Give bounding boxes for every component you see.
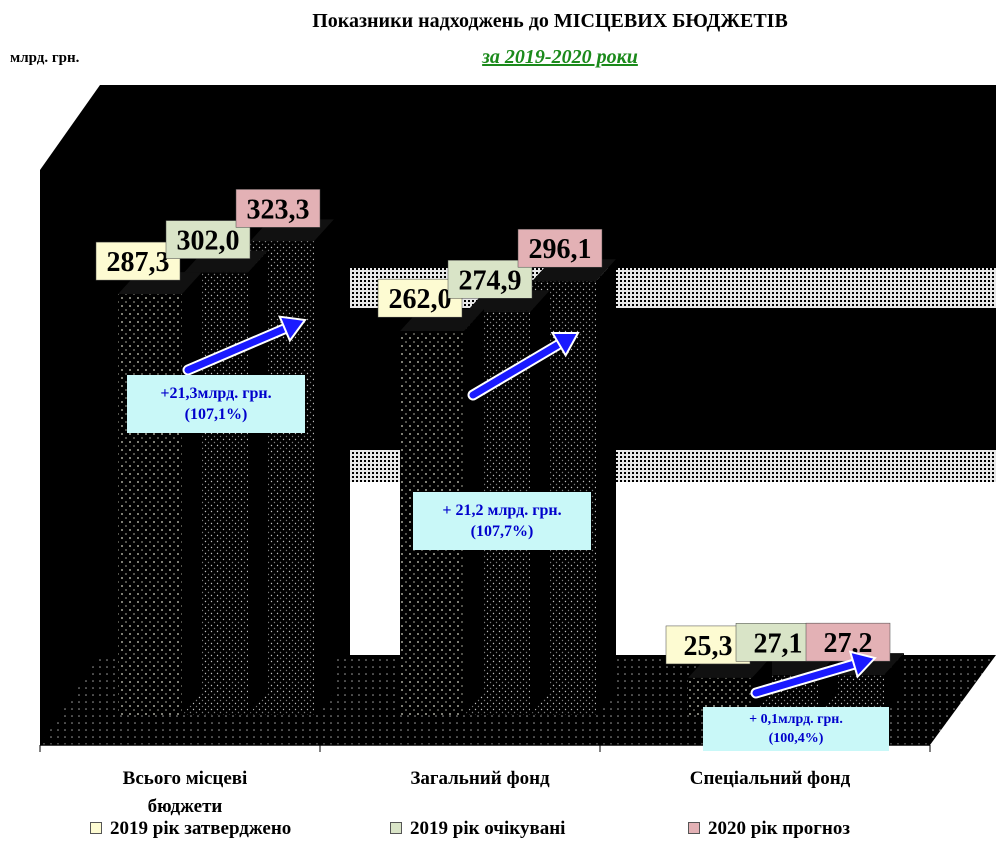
- annotation-1-percent: (107,7%): [470, 523, 534, 540]
- trend-arrow-2: [750, 650, 877, 699]
- bar-approved-0: [118, 272, 202, 715]
- data-label-text-forecast-1: 296,1: [529, 234, 592, 265]
- annotation-0-change: +21,3млрд. грн.: [160, 385, 272, 402]
- category-label-2: Спеціальний фонд: [620, 765, 920, 793]
- bar-face-approved-0: [118, 294, 182, 715]
- data-label-text-approved-2: 25,3: [684, 631, 733, 662]
- bar-side-approved-2: [752, 655, 772, 715]
- data-label-text-forecast-2: 27,2: [824, 628, 873, 659]
- bar-side-forecast-0: [314, 219, 334, 716]
- bar-side-expected-0: [248, 250, 268, 715]
- category-label-0-line-0: Всього місцеві: [122, 768, 248, 789]
- legend-swatch-approved: [90, 821, 102, 834]
- annotation-2-change: + 0,1млрд. грн.: [749, 712, 843, 727]
- data-label-expected-0: 302,0: [165, 220, 251, 259]
- data-label-box-forecast-2: [805, 622, 891, 662]
- data-label-text-expected-0: 302,0: [177, 226, 240, 257]
- chart-subtitle: за 2019-2020 роки: [482, 46, 638, 68]
- category-label-1-line-0: Загальний фонд: [410, 768, 550, 789]
- legend-item-forecast: 2020 рік прогноз: [688, 818, 850, 840]
- data-label-text-approved-1: 262,0: [389, 284, 452, 315]
- data-label-text-approved-0: 287,3: [107, 247, 170, 278]
- data-label-box-expected-0: [165, 220, 251, 259]
- trend-arrow-0: [182, 315, 307, 376]
- annotation-0-percent: (107,1%): [184, 406, 248, 423]
- trend-arrows-group: [182, 315, 877, 699]
- data-label-forecast-2: 27,2: [805, 622, 891, 662]
- legend-item-approved: 2019 рік затверджено: [90, 818, 291, 840]
- legend-item-expected: 2019 рік очікувані: [390, 818, 565, 840]
- y-axis-unit-label: млрд. грн.: [10, 50, 80, 66]
- data-label-forecast-1: 296,1: [517, 228, 603, 268]
- legend-swatch-forecast: [688, 821, 700, 834]
- annotation-1: + 21,2 млрд. грн. (107,7%): [413, 492, 591, 550]
- data-label-text-expected-2: 27,1: [754, 628, 803, 659]
- category-label-2-line-0: Спеціальний фонд: [689, 768, 851, 789]
- data-label-forecast-0: 323,3: [235, 189, 321, 228]
- trend-arrow-1: [467, 331, 580, 401]
- annotation-0: +21,3млрд. грн. (107,1%): [127, 375, 305, 433]
- legend-swatch-expected: [390, 821, 402, 834]
- data-label-text-expected-1: 274,9: [459, 265, 522, 296]
- bar-side-forecast-1: [596, 259, 616, 715]
- chart-title: Показники надходжень до МІСЦЕВИХ БЮДЖЕТІ…: [312, 10, 788, 32]
- category-label-1: Загальний фонд: [360, 765, 600, 793]
- annotation-1-change: + 21,2 млрд. грн.: [442, 502, 562, 519]
- data-label-box-forecast-0: [235, 189, 321, 228]
- category-label-0: Всього місцеві бюджети: [60, 765, 310, 821]
- data-label-box-forecast-1: [517, 228, 603, 268]
- data-label-text-forecast-0: 323,3: [247, 194, 310, 225]
- category-label-0-line-1: бюджети: [147, 796, 223, 817]
- annotation-2-percent: (100,4%): [768, 731, 824, 746]
- bar-side-approved-0: [182, 272, 202, 715]
- bar-side-forecast-2: [884, 653, 904, 715]
- annotation-2: + 0,1млрд. грн. (100,4%): [703, 707, 889, 751]
